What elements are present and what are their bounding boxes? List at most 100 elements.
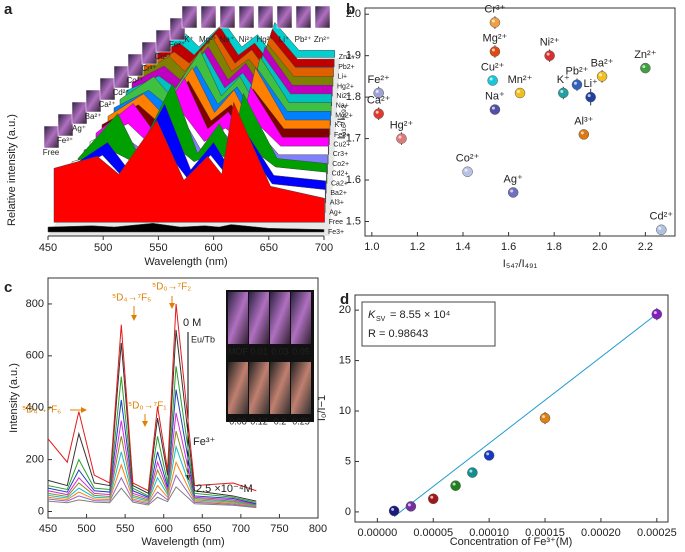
photo	[85, 89, 102, 113]
point-label: Ag⁺	[504, 173, 523, 185]
series-label: Al3+	[330, 200, 344, 207]
point-label: Na⁺	[485, 90, 505, 102]
photo-label: Cd²⁺	[112, 88, 129, 97]
point-highlight	[491, 19, 495, 23]
point-label: Ca²⁺	[367, 95, 391, 107]
point-label: Cd²⁺	[650, 211, 674, 223]
point-highlight	[391, 507, 395, 511]
annotation: Fe³⁺	[193, 436, 216, 448]
x-tick-label: 1.4	[455, 241, 470, 253]
point-label: Zn²⁺	[634, 49, 657, 61]
photo	[257, 5, 274, 29]
x-tick-label: 450	[39, 523, 57, 535]
plot-frame	[47, 277, 319, 519]
ksv-subscript: SV	[376, 316, 386, 323]
spectrum-line	[47, 474, 257, 508]
series-label: Li+	[338, 74, 348, 81]
plot-frame	[354, 294, 669, 523]
point	[487, 75, 498, 86]
point	[640, 62, 651, 74]
y-tick-label: 10	[339, 405, 351, 417]
point	[489, 104, 501, 115]
series-label: Pb2+	[338, 64, 355, 71]
point	[462, 166, 473, 177]
x-tick-label: 700	[232, 523, 250, 535]
y-axis-label: I₆₁₆/I₅₉₂	[336, 105, 348, 140]
annotation: 2.5 ×10⁻⁴M	[196, 483, 253, 495]
point-highlight	[452, 482, 456, 486]
series-label: Ni2+	[336, 93, 351, 100]
annotation: ⁵D₄→⁷F₅	[112, 293, 151, 304]
spectrum-line	[47, 430, 257, 506]
y-tick-label: 1.7	[346, 132, 361, 144]
point-highlight	[658, 226, 662, 230]
point	[539, 412, 551, 424]
point-highlight	[573, 81, 577, 85]
y-tick-label: 1.9	[346, 50, 361, 62]
point-highlight	[491, 106, 495, 110]
series-label: Cd2+	[332, 171, 349, 178]
photo	[169, 17, 186, 41]
x-tick-label: 1.2	[410, 241, 425, 253]
photo-label: Mg²⁺	[199, 35, 217, 44]
panel-letter: b	[346, 1, 355, 18]
photo	[200, 5, 217, 29]
point	[428, 493, 439, 505]
y-tick-label: 0	[38, 505, 44, 517]
point	[656, 224, 667, 236]
point	[489, 17, 501, 28]
panel-letter: d	[340, 291, 349, 308]
x-axis-label: Concentration of Fe³⁺(M)	[450, 536, 573, 548]
photo	[238, 5, 255, 29]
series-label: Free	[329, 219, 344, 226]
point-highlight	[464, 168, 468, 172]
x-tick-label: 0.00025	[637, 527, 677, 539]
annotation: ⁵D₀→⁷F₁	[128, 401, 167, 412]
x-tick-label: 0.00000	[357, 527, 397, 539]
x-axis-label: Wavelength (nm)	[141, 536, 224, 548]
annotation: ⁵D₀→⁷F₂	[152, 282, 191, 293]
photo-label: Cu²⁺	[154, 52, 171, 61]
photo	[219, 5, 236, 29]
x-tick-label: 550	[116, 523, 134, 535]
photo	[99, 77, 116, 101]
x-tick-label: 0.00015	[525, 527, 565, 539]
x-tick-label: 0.00020	[581, 527, 621, 539]
x-tick-label: 1.6	[501, 241, 516, 253]
point-label: Co²⁺	[456, 153, 480, 165]
photo-label: Hg²⁺	[256, 35, 273, 44]
photo-label: Ca²⁺	[98, 100, 115, 109]
spectrum	[47, 222, 325, 233]
x-tick-label: 1.8	[547, 241, 562, 253]
x-axis-label: I₅₄₇/I₄₉₁	[503, 258, 538, 270]
point-label: Pb²⁺	[566, 66, 589, 78]
y-axis-label: I₀/I−1	[316, 395, 328, 421]
point-highlight	[375, 89, 379, 93]
fit-legend-box	[361, 301, 496, 347]
point-highlight	[489, 77, 493, 81]
photo-label: Cr³⁺	[141, 64, 156, 73]
y-tick-label: 1.6	[346, 174, 361, 186]
point-label: Cr³⁺	[484, 3, 505, 15]
point-highlight	[517, 89, 520, 93]
point-highlight	[398, 135, 402, 139]
point	[507, 187, 519, 198]
x-tick-label: 0.00005	[413, 527, 453, 539]
spectrum-line	[47, 389, 257, 505]
x-tick-label: 700	[315, 242, 333, 254]
point-highlight	[486, 452, 490, 456]
inset-label: 0.08	[229, 416, 247, 426]
y-axis-label: Relative intensity (a.u.)	[6, 114, 18, 226]
annotation: 0 M	[183, 317, 201, 329]
panel-letter: c	[4, 279, 12, 296]
photo-label: Fe²⁺	[169, 40, 185, 49]
series-label: Hg2+	[337, 83, 354, 90]
series-label: Mg2+	[335, 112, 353, 119]
inset-label: 0.25	[292, 416, 310, 426]
photo	[57, 113, 74, 137]
x-tick-label: 2.0	[592, 241, 607, 253]
point-highlight	[653, 311, 657, 315]
point	[405, 501, 417, 512]
point	[544, 50, 555, 61]
photo-label: Li⁺	[279, 35, 289, 44]
